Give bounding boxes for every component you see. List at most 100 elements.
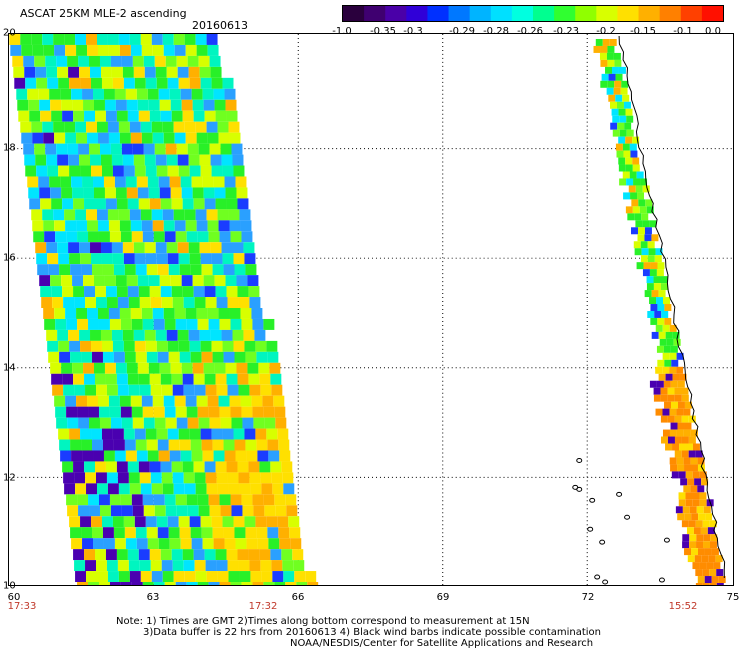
wind-cell [681, 415, 689, 423]
wind-cell [249, 560, 261, 572]
wind-cell [85, 560, 96, 572]
wind-cell [87, 220, 98, 232]
wind-cell [208, 231, 220, 243]
wind-cell [260, 472, 272, 484]
wind-cell [146, 264, 158, 276]
wind-cell [66, 494, 78, 506]
wind-cell [195, 209, 207, 221]
wind-cell [69, 340, 81, 352]
wind-cell [688, 450, 696, 458]
wind-cell [664, 304, 672, 311]
wind-cell [283, 483, 295, 495]
wind-cell [167, 428, 179, 440]
wind-cell [54, 132, 66, 144]
wind-cell [237, 286, 249, 298]
colorbar-swatch [343, 6, 365, 21]
wind-cell [622, 171, 630, 179]
wind-cell [185, 44, 197, 56]
longitude-label: 69 [436, 592, 450, 603]
wind-cell [661, 310, 669, 318]
wind-cell [713, 562, 721, 570]
wind-cell [207, 44, 219, 56]
wind-cell [693, 527, 701, 535]
wind-cell [202, 88, 214, 100]
wind-cell [181, 187, 193, 199]
wind-cell [230, 231, 242, 243]
wind-cell [97, 44, 109, 56]
wind-cell [686, 527, 694, 535]
wind-cell [164, 582, 176, 585]
wind-cell [711, 548, 719, 556]
wind-cell [669, 352, 677, 360]
wind-cell [263, 494, 275, 506]
wind-cell [95, 461, 106, 473]
wind-cell [90, 66, 101, 78]
wind-cell [188, 242, 200, 254]
wind-cell [149, 110, 161, 122]
wind-cell [107, 483, 119, 495]
wind-cell [275, 417, 287, 429]
wind-cell [642, 220, 650, 228]
wind-cell [157, 527, 169, 539]
wind-cell [257, 450, 269, 462]
wind-cell [705, 513, 713, 521]
wind-cell [626, 178, 634, 186]
wind-cell [126, 99, 138, 111]
wind-cell [614, 59, 622, 67]
wind-cell [109, 231, 121, 243]
wind-cell [77, 318, 89, 330]
wind-cell [279, 450, 291, 462]
wind-cell [169, 176, 181, 188]
wind-cell [222, 165, 234, 177]
longitude-label: 75 [726, 592, 740, 603]
wind-cell [66, 231, 78, 243]
wind-cell [53, 209, 65, 221]
wind-cell [80, 165, 92, 177]
wind-cell [95, 110, 106, 122]
wind-cell [163, 220, 175, 232]
wind-cell [68, 242, 80, 254]
wind-cell [101, 516, 113, 528]
wind-cell [677, 513, 685, 521]
wind-cell [235, 450, 247, 462]
wind-cell [626, 115, 634, 123]
wind-cell [203, 362, 215, 374]
wind-cell [224, 176, 236, 188]
wind-cell [262, 395, 274, 407]
wind-cell [17, 99, 29, 111]
wind-cell [206, 483, 218, 495]
wind-cell [149, 373, 161, 385]
wind-cell [102, 439, 114, 451]
wind-cell [142, 582, 154, 585]
wind-cell [197, 582, 209, 585]
wind-cell [238, 560, 250, 572]
wind-cell [186, 582, 198, 585]
wind-cell [632, 164, 640, 172]
wind-cell [249, 297, 261, 309]
wind-cell [54, 44, 66, 56]
wind-cell [641, 213, 649, 221]
wind-cell [266, 340, 278, 352]
wind-cell [176, 505, 188, 517]
swath-left [9, 34, 319, 585]
wind-cell [73, 373, 85, 385]
wind-cell [129, 483, 141, 495]
wind-cell [699, 492, 707, 500]
wind-cell [706, 562, 714, 570]
wind-cell [28, 187, 40, 199]
wind-cell [208, 582, 220, 585]
wind-cell [89, 505, 100, 517]
wind-cell [250, 483, 262, 495]
wind-cell [610, 122, 618, 130]
wind-cell [176, 143, 188, 155]
wind-cell [633, 241, 641, 249]
wind-cell [674, 415, 682, 423]
wind-cell [145, 428, 157, 440]
wind-cell [175, 494, 187, 506]
wind-cell [167, 516, 179, 528]
wind-cell [211, 516, 223, 528]
wind-cell [46, 242, 58, 254]
wind-cell [635, 185, 643, 193]
wind-cell [70, 264, 82, 276]
wind-cell [709, 541, 717, 549]
